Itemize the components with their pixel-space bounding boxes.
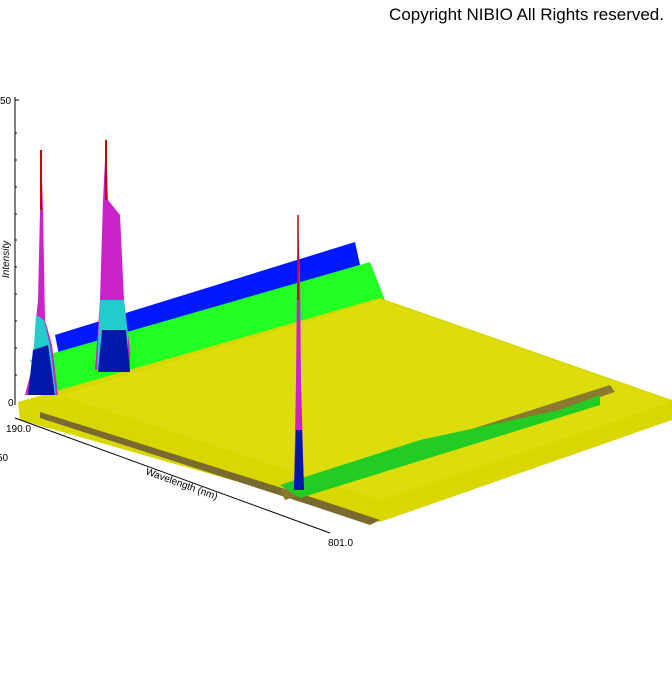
x-tick: 801.0 <box>328 538 353 549</box>
z-tick: 0 <box>8 398 14 409</box>
z-tick: 50 <box>0 96 12 107</box>
z-axis <box>14 97 19 405</box>
surface <box>18 140 672 525</box>
x-axis <box>14 417 331 534</box>
z-label: Intensity <box>1 240 12 278</box>
z-tick: 50 <box>0 453 9 464</box>
copyright: Copyright NIBIO All Rights reserved. <box>389 5 664 24</box>
x-tick: 190.0 <box>6 424 31 435</box>
